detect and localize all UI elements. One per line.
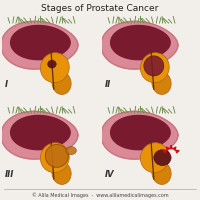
Ellipse shape [52,72,71,94]
Ellipse shape [45,144,68,167]
Polygon shape [11,25,70,60]
Ellipse shape [66,147,76,155]
Polygon shape [111,25,170,60]
Ellipse shape [152,72,171,94]
Ellipse shape [40,143,69,173]
Ellipse shape [140,143,169,173]
Polygon shape [111,115,170,150]
Text: IV: IV [105,170,115,179]
Text: II: II [105,80,111,89]
Ellipse shape [48,60,56,68]
Polygon shape [1,111,78,159]
Polygon shape [1,21,78,69]
Text: III: III [5,170,14,179]
Ellipse shape [140,53,169,83]
Ellipse shape [52,162,71,184]
Text: Stages of Prostate Cancer: Stages of Prostate Cancer [41,4,159,13]
Ellipse shape [152,162,171,184]
Polygon shape [11,115,70,150]
Text: © Alila Medical Images  -  www.alilamedicalimages.com: © Alila Medical Images - www.alilamedica… [32,192,168,198]
Polygon shape [101,111,178,159]
Text: I: I [5,80,8,89]
Ellipse shape [154,150,171,166]
Polygon shape [101,21,178,69]
Ellipse shape [144,56,164,76]
Ellipse shape [40,53,69,83]
